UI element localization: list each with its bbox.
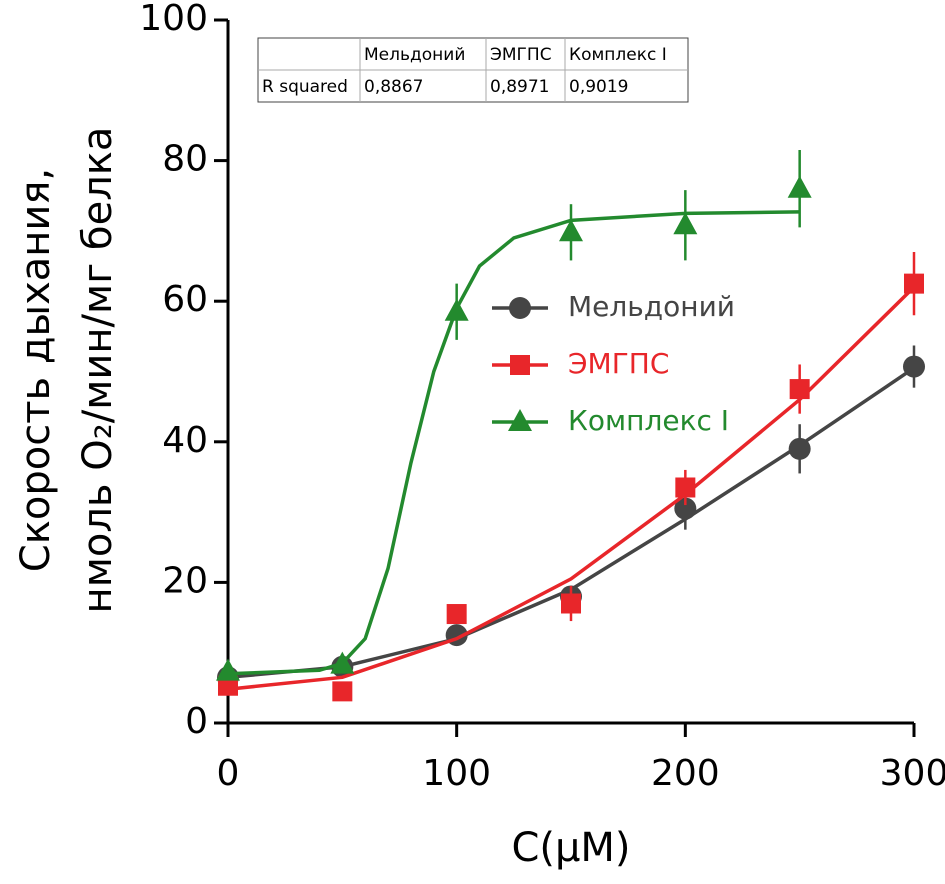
legend-marker <box>509 297 531 319</box>
fit-curve <box>227 210 800 676</box>
x-tick-label: 100 <box>422 753 491 794</box>
marker <box>446 604 467 625</box>
marker <box>332 681 353 702</box>
y-tick-label: 40 <box>162 420 208 461</box>
legend-marker <box>510 355 530 375</box>
marker <box>904 273 924 294</box>
y-tick-label: 80 <box>162 139 208 180</box>
x-axis-label: C(μM) <box>511 825 630 871</box>
marker <box>788 437 811 460</box>
x-tick-label: 300 <box>880 753 945 794</box>
table-header: Комплекс I <box>569 45 667 65</box>
legend-label: Мельдоний <box>568 290 735 323</box>
x-tick-label: 200 <box>651 753 720 794</box>
marker <box>559 219 583 242</box>
marker <box>444 298 469 321</box>
y-axis-label: Скорость дыхания, <box>13 168 59 572</box>
marker <box>789 379 810 400</box>
marker <box>903 355 925 378</box>
y-tick-label: 20 <box>162 560 208 601</box>
marker <box>218 675 238 696</box>
table-header: Мельдоний <box>364 45 465 65</box>
table-cell: 0,9019 <box>569 77 628 97</box>
legend-marker <box>508 409 532 431</box>
x-tick-label: 0 <box>217 753 240 794</box>
marker <box>674 497 697 520</box>
table-header: ЭМГПС <box>490 45 552 65</box>
legend-label: ЭМГПС <box>568 347 669 380</box>
y-tick-label: 60 <box>162 279 208 320</box>
legend-label: Комплекс I <box>568 404 729 437</box>
table-cell: R squared <box>262 77 348 97</box>
marker <box>675 477 696 498</box>
marker <box>561 593 581 614</box>
table-cell: 0,8867 <box>364 77 423 97</box>
y-axis-label: нмоль O₂/мин/мг белка <box>75 127 121 614</box>
marker <box>787 175 812 198</box>
marker <box>330 651 355 674</box>
r-squared-table: Мельдоний ЭМГПС Комплекс I R squared 0,8867 0… <box>257 37 689 103</box>
y-tick-label: 100 <box>139 0 208 39</box>
marker <box>216 658 240 681</box>
marker <box>673 212 698 235</box>
y-tick-label: 0 <box>185 701 208 742</box>
table-cell: 0,8971 <box>490 77 549 97</box>
